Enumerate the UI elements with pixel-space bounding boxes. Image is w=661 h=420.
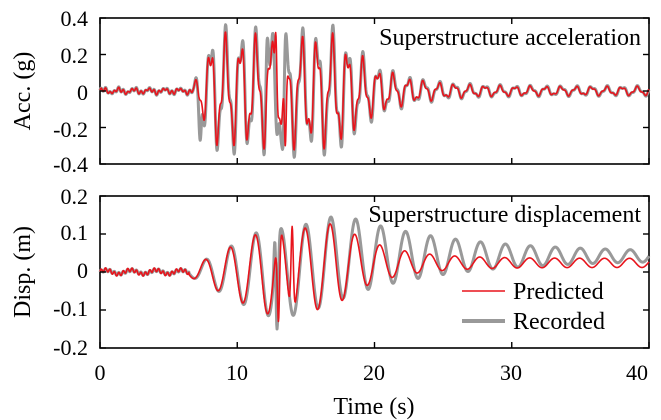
disp-ytick-neg0.1: -0.1 bbox=[53, 296, 88, 321]
disp-ytick-neg0.2: -0.2 bbox=[53, 335, 88, 360]
acceleration-panel: 0.4 0.2 0 -0.2 -0.4 Acc. (g) Superstruct… bbox=[10, 6, 651, 177]
legend: Predicted Recorded bbox=[462, 279, 605, 335]
xtick-0: 0 bbox=[95, 360, 106, 385]
xtick-10: 10 bbox=[226, 360, 248, 385]
series-line-predicted bbox=[99, 31, 650, 151]
xtick-20: 20 bbox=[363, 360, 385, 385]
xtick-30: 30 bbox=[500, 360, 522, 385]
disp-y-axis-label: Disp. (m) bbox=[10, 226, 36, 318]
series-line-predicted bbox=[99, 223, 650, 323]
acc-ytick-0.2: 0.2 bbox=[61, 43, 89, 68]
x-axis-label: Time (s) bbox=[333, 394, 414, 420]
displacement-panel: 0.2 0.1 0 -0.1 -0.2 0 10 20 30 40 Time (… bbox=[10, 184, 651, 420]
disp-ytick-0.1: 0.1 bbox=[61, 220, 89, 245]
legend-label-predicted: Predicted bbox=[513, 279, 604, 305]
acc-ytick-neg0.4: -0.4 bbox=[53, 152, 88, 177]
acc-ytick-0.4: 0.4 bbox=[61, 6, 89, 31]
acc-ytick-neg0.2: -0.2 bbox=[53, 117, 88, 142]
acc-ytick-0: 0 bbox=[77, 80, 88, 105]
acceleration-series-layer bbox=[98, 23, 651, 159]
acc-y-axis-label: Acc. (g) bbox=[10, 52, 36, 131]
acc-panel-title: Superstructure acceleration bbox=[379, 25, 641, 51]
displacement-series-layer bbox=[98, 215, 651, 331]
disp-ytick-0.2: 0.2 bbox=[61, 184, 89, 209]
disp-panel-title: Superstructure displacement bbox=[368, 202, 641, 228]
xtick-40: 40 bbox=[626, 360, 648, 385]
disp-ytick-0: 0 bbox=[77, 258, 88, 283]
legend-label-recorded: Recorded bbox=[513, 309, 605, 335]
